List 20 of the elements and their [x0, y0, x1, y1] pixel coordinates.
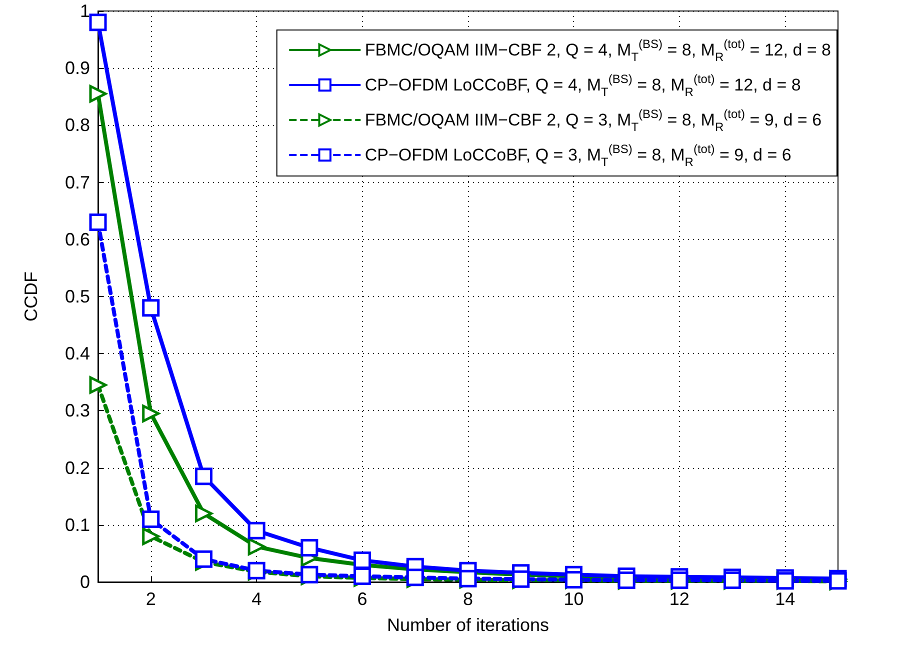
x-tick-label: 14 — [775, 589, 796, 609]
y-tick-label: 0.5 — [64, 286, 90, 306]
y-tick-label: 0.7 — [64, 172, 90, 192]
y-tick-label: 0 — [80, 572, 90, 592]
y-tick-label: 0.6 — [64, 229, 90, 250]
x-tick-label: 6 — [357, 589, 368, 609]
x-tick-label: 2 — [146, 589, 156, 609]
y-tick-label: 0.3 — [64, 400, 90, 421]
x-axis-title: Number of iterations — [386, 615, 550, 635]
y-axis-title: CCDF — [21, 272, 41, 322]
y-tick-label: 0.8 — [64, 115, 90, 136]
x-tick-label: 10 — [564, 589, 584, 609]
x-tick-label: 4 — [252, 589, 262, 609]
y-tick-label: 0.1 — [64, 514, 90, 535]
y-tick-label: 0.4 — [64, 344, 90, 364]
y-tick-label: 1 — [80, 1, 90, 21]
x-tick-label: 8 — [462, 589, 474, 609]
y-tick-label: 0.9 — [64, 58, 90, 78]
x-tick-label: 12 — [669, 589, 690, 609]
y-tick-label: 0.2 — [64, 458, 90, 478]
